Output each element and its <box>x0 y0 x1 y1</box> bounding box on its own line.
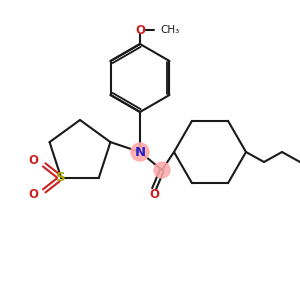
Circle shape <box>154 162 170 178</box>
Circle shape <box>131 143 149 161</box>
Text: O: O <box>28 154 38 167</box>
Text: CH₃: CH₃ <box>160 25 179 35</box>
Text: O: O <box>135 23 145 37</box>
Text: S: S <box>56 171 66 184</box>
Text: N: N <box>134 146 146 158</box>
Text: O: O <box>28 188 38 201</box>
Text: O: O <box>149 188 159 202</box>
